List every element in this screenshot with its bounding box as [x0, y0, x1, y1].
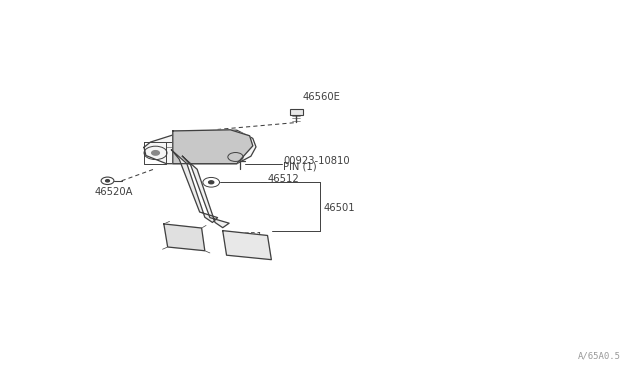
Circle shape — [209, 181, 214, 184]
Polygon shape — [144, 130, 256, 164]
Polygon shape — [172, 150, 218, 222]
Circle shape — [152, 151, 159, 155]
Polygon shape — [164, 224, 205, 251]
Text: 46520A: 46520A — [95, 187, 133, 197]
Text: 46512: 46512 — [268, 174, 300, 184]
Text: 46501: 46501 — [324, 203, 355, 212]
Text: A/65A0.5: A/65A0.5 — [578, 352, 621, 361]
Text: 46560E: 46560E — [302, 92, 340, 102]
Text: PIN (1): PIN (1) — [283, 162, 317, 171]
Polygon shape — [182, 156, 229, 228]
Text: 00923-10810: 00923-10810 — [283, 156, 349, 166]
Text: 46531: 46531 — [232, 232, 263, 241]
FancyBboxPatch shape — [290, 109, 303, 115]
Polygon shape — [223, 231, 271, 260]
Circle shape — [106, 180, 109, 182]
Polygon shape — [173, 130, 253, 164]
